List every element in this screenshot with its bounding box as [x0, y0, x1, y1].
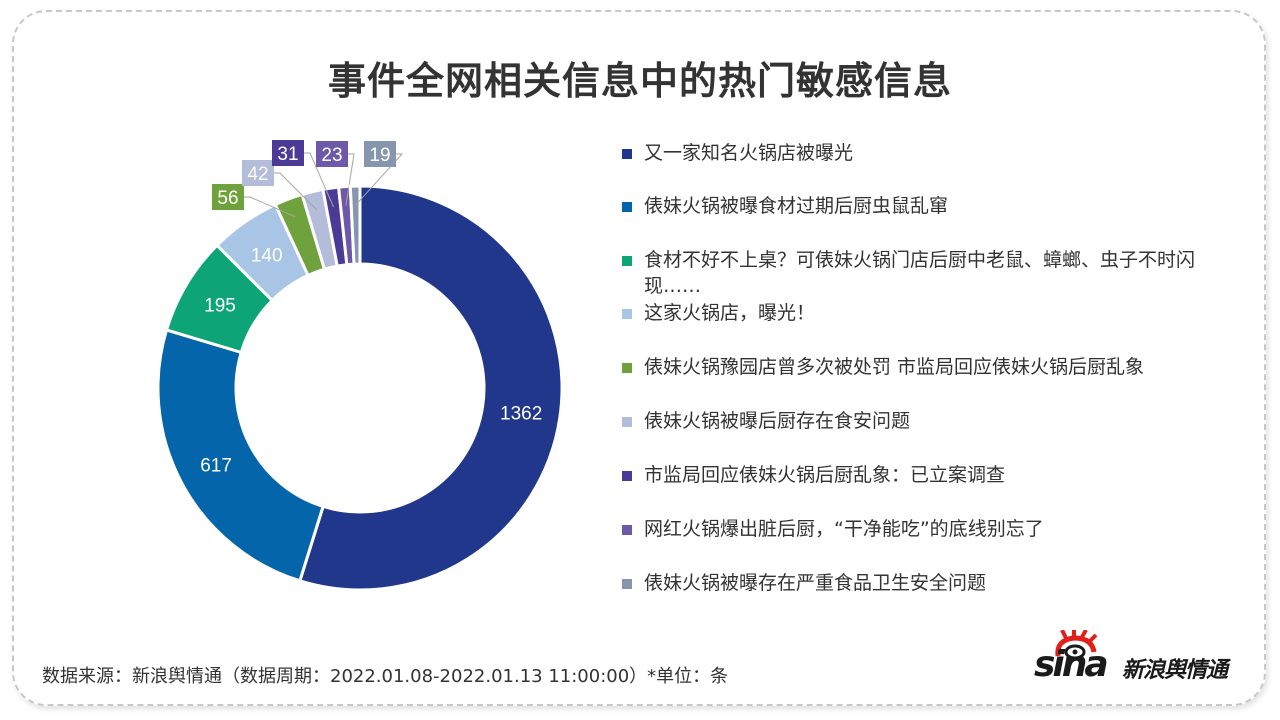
legend-label: 网红火锅爆出脏后厨，“干净能吃”的底线别忘了: [644, 518, 1044, 540]
legend-swatch: [622, 417, 632, 427]
legend-swatch: [622, 525, 632, 535]
donut-segment: [156, 328, 325, 583]
donut-chart: 1362 617 195 140 56 42 31 23 19: [156, 140, 564, 592]
leader-line: [244, 196, 296, 218]
callout-box: [316, 141, 348, 167]
legend-swatch: [622, 309, 632, 319]
legend-swatch: [622, 149, 632, 159]
callout-label: 19: [369, 145, 390, 166]
sina-logo: sina 新浪舆情通: [1034, 630, 1244, 690]
legend-label: 俵妹火锅被曝存在严重食品卫生安全问题: [644, 572, 987, 594]
legend-swatch: [622, 471, 632, 481]
leader-line: [355, 153, 404, 206]
legend-label: 俵妹火锅被曝后厨存在食安问题: [644, 410, 911, 432]
data-label: 617: [200, 456, 232, 477]
legend-label: 市监局回应俵妹火锅后厨乱象：已立案调查: [644, 464, 1006, 486]
card-frame: [12, 10, 1266, 706]
leader-line: [274, 172, 318, 211]
data-label: 1362: [500, 404, 542, 425]
callout-box: [364, 141, 396, 167]
legend-item: 俵妹火锅被曝后厨存在食安问题: [622, 408, 1234, 434]
legend-item: 网红火锅爆出脏后厨，“干净能吃”的底线别忘了: [622, 516, 1234, 542]
legend-item: 俵妹火锅豫园店曾多次被处罚 市监局回应俵妹火锅后厨乱象: [622, 354, 1234, 380]
legend-item: 俵妹火锅被曝存在严重食品卫生安全问题: [622, 570, 1234, 596]
legend-item: 食材不好不上桌？可俵妹火锅门店后厨中老鼠、蟑螂、虫子不时闪现……: [622, 247, 1234, 299]
logo-text: 新浪舆情通: [1122, 658, 1228, 683]
legend-swatch: [622, 579, 632, 589]
legend-label: 这家火锅店，曝光！: [644, 302, 816, 324]
sina-eye-icon: [1055, 630, 1098, 660]
data-label: 140: [251, 245, 283, 266]
legend-label: 俵妹火锅豫园店曾多次被处罚 市监局回应俵妹火锅后厨乱象: [644, 356, 1145, 378]
donut-segment: [348, 184, 362, 266]
callout-label: 42: [247, 164, 268, 185]
leader-line: [304, 152, 334, 208]
data-source-footer: 数据来源：新浪舆情通（数据周期：2022.01.08-2022.01.13 11…: [42, 666, 729, 687]
donut-segment: [298, 184, 564, 592]
chart-title: 事件全网相关信息中的热门敏感信息: [327, 59, 952, 103]
legend-item: 又一家知名火锅店被曝光: [622, 140, 1234, 166]
legend-label: 又一家知名火锅店被曝光: [644, 142, 854, 164]
legend-swatch: [622, 256, 632, 266]
callout-label: 23: [321, 145, 342, 166]
legend-swatch: [622, 363, 632, 373]
legend-item: 俵妹火锅被曝食材过期后厨虫鼠乱窜: [622, 193, 1234, 219]
callout-label: 56: [217, 188, 238, 209]
legend-label: 俵妹火锅被曝食材过期后厨虫鼠乱窜: [644, 195, 949, 217]
legend-item: 市监局回应俵妹火锅后厨乱象：已立案调查: [622, 462, 1234, 488]
callout-box: [242, 160, 274, 186]
leader-line: [345, 153, 355, 206]
callout-box: [272, 140, 304, 166]
legend-label: 食材不好不上桌？可俵妹火锅门店后厨中老鼠、蟑螂、虫子不时闪现……: [644, 249, 1196, 297]
sina-wordmark: sina: [1034, 644, 1109, 685]
legend-item: 这家火锅店，曝光！: [622, 300, 1234, 326]
data-label: 195: [204, 295, 236, 316]
legend-swatch: [622, 202, 632, 212]
callout-label: 31: [277, 144, 298, 165]
callout-box: [212, 184, 244, 210]
